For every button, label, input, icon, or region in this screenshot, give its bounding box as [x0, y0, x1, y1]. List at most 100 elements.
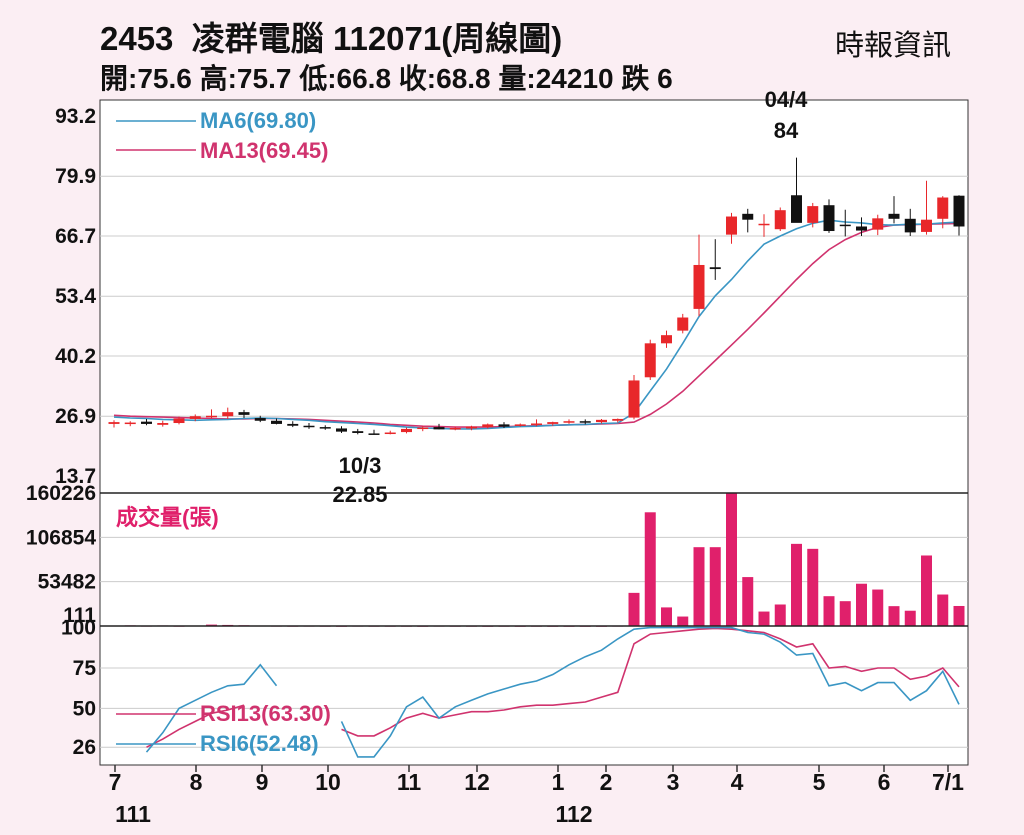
volume-bar — [742, 577, 754, 626]
x-tick-label: 9 — [256, 769, 269, 795]
candle-up — [417, 427, 429, 430]
candle-up — [401, 428, 412, 433]
volume-bar — [726, 493, 737, 626]
annotations: 04/4 84 10/3 22.85 — [332, 87, 808, 507]
candle-up — [661, 335, 672, 344]
candle-up — [612, 418, 624, 421]
candle-up — [628, 380, 640, 418]
low-value-annotation: 22.85 — [332, 482, 387, 507]
candle-down — [953, 195, 965, 227]
candle-down — [904, 218, 916, 233]
rsi6-line — [145, 626, 960, 758]
x-tick-label: 7/1 — [932, 769, 964, 795]
candle-up — [514, 424, 526, 426]
candlesticks — [108, 157, 965, 435]
candle-down — [791, 195, 802, 223]
candle-up — [547, 422, 559, 424]
volume-bar — [921, 555, 932, 626]
stock-title: 2453 凌群電腦 112071(周線圖) — [100, 12, 562, 60]
price-tick-label: 53.4 — [55, 285, 96, 308]
low-date-annotation: 10/3 — [339, 453, 382, 478]
volume-title: 成交量(張) — [116, 505, 219, 530]
x-tick-label: 12 — [464, 769, 490, 795]
x-tick-label: 6 — [878, 769, 891, 795]
rsi13-legend-label: RSI13(63.30) — [200, 701, 331, 726]
candle-down — [742, 213, 754, 220]
volume-bar — [807, 548, 819, 626]
stock-code: 2453 — [100, 20, 174, 57]
year-label: 111 — [115, 801, 151, 827]
candle-up — [726, 216, 737, 235]
candle-up — [157, 423, 169, 425]
volume-bar — [693, 547, 705, 626]
candle-up — [466, 426, 477, 429]
stock-name: 凌群電腦 — [191, 20, 324, 57]
year-label: 112 — [555, 801, 592, 827]
x-tick-label: 7 — [109, 769, 122, 795]
volume-bar — [709, 547, 721, 626]
x-tick-label: 10 — [315, 769, 341, 795]
x-tick-label: 2 — [600, 769, 613, 795]
candle-down — [303, 425, 315, 428]
candle-down — [141, 421, 152, 424]
volume-tick-label: 53482 — [38, 571, 96, 594]
candle-up — [384, 432, 396, 435]
rsi-tick-label: 100 — [61, 617, 96, 640]
price-tick-label: 93.2 — [55, 105, 96, 128]
candle-down — [319, 427, 331, 429]
volume-bar — [644, 512, 656, 626]
volume-bar — [661, 607, 672, 626]
candle-down — [352, 431, 364, 433]
x-tick-label: 1 — [552, 769, 565, 795]
candle-up — [222, 412, 234, 417]
volume-tick-label: 160226 — [26, 482, 96, 505]
candle-up — [596, 419, 607, 423]
candle-down — [433, 427, 445, 430]
high-date-annotation: 04/4 — [765, 87, 809, 112]
rsi13-line — [146, 627, 960, 748]
candle-up — [482, 424, 494, 428]
volume-bar — [856, 583, 867, 626]
volume-bar — [628, 592, 640, 626]
volume-bar — [953, 605, 965, 626]
candle-down — [839, 224, 851, 227]
candle-down — [579, 421, 591, 423]
candle-down — [888, 213, 900, 219]
volume-tick-label: 111 — [63, 604, 96, 627]
price-tick-label: 40.2 — [55, 345, 96, 368]
candle-up — [531, 423, 542, 425]
candle-down — [498, 424, 510, 427]
volume-bar — [758, 611, 770, 626]
volume-bar — [888, 606, 900, 626]
candle-up — [758, 223, 770, 226]
candle-down — [823, 205, 835, 232]
axis-labels: 93.279.966.753.440.226.913.7160226106854… — [26, 105, 964, 827]
price-tick-label: 13.7 — [55, 465, 96, 488]
rsi-tick-label: 75 — [73, 657, 97, 680]
volume-bars — [108, 493, 965, 627]
candle-up — [644, 343, 656, 378]
candle-up — [189, 416, 201, 419]
price-tick-label: 26.9 — [55, 405, 96, 428]
candle-down — [254, 418, 266, 421]
candle-down — [709, 267, 721, 270]
volume-bar — [791, 543, 802, 626]
ma13-legend-label: MA13(69.45) — [200, 138, 328, 163]
candle-up — [563, 421, 575, 423]
candle-down — [271, 420, 282, 424]
ma6-legend-label: MA6(69.80) — [200, 108, 316, 133]
candle-up — [774, 210, 786, 230]
ohlc-summary: 開:75.6 高:75.7 低:66.8 收:68.8 量:24210 跌 6 — [100, 63, 673, 94]
x-tick-label: 5 — [813, 769, 826, 795]
candle-up — [921, 219, 932, 232]
rsi-tick-label: 50 — [73, 697, 96, 720]
candle-up — [124, 422, 136, 425]
candle-up — [173, 418, 185, 424]
candle-up — [206, 415, 217, 418]
candle-down — [238, 412, 250, 415]
source-label: 時報資訊 — [835, 30, 952, 62]
rsi6-legend-label: RSI6(52.48) — [200, 731, 319, 756]
rsi-lines — [145, 626, 960, 758]
volume-bar — [872, 589, 884, 626]
